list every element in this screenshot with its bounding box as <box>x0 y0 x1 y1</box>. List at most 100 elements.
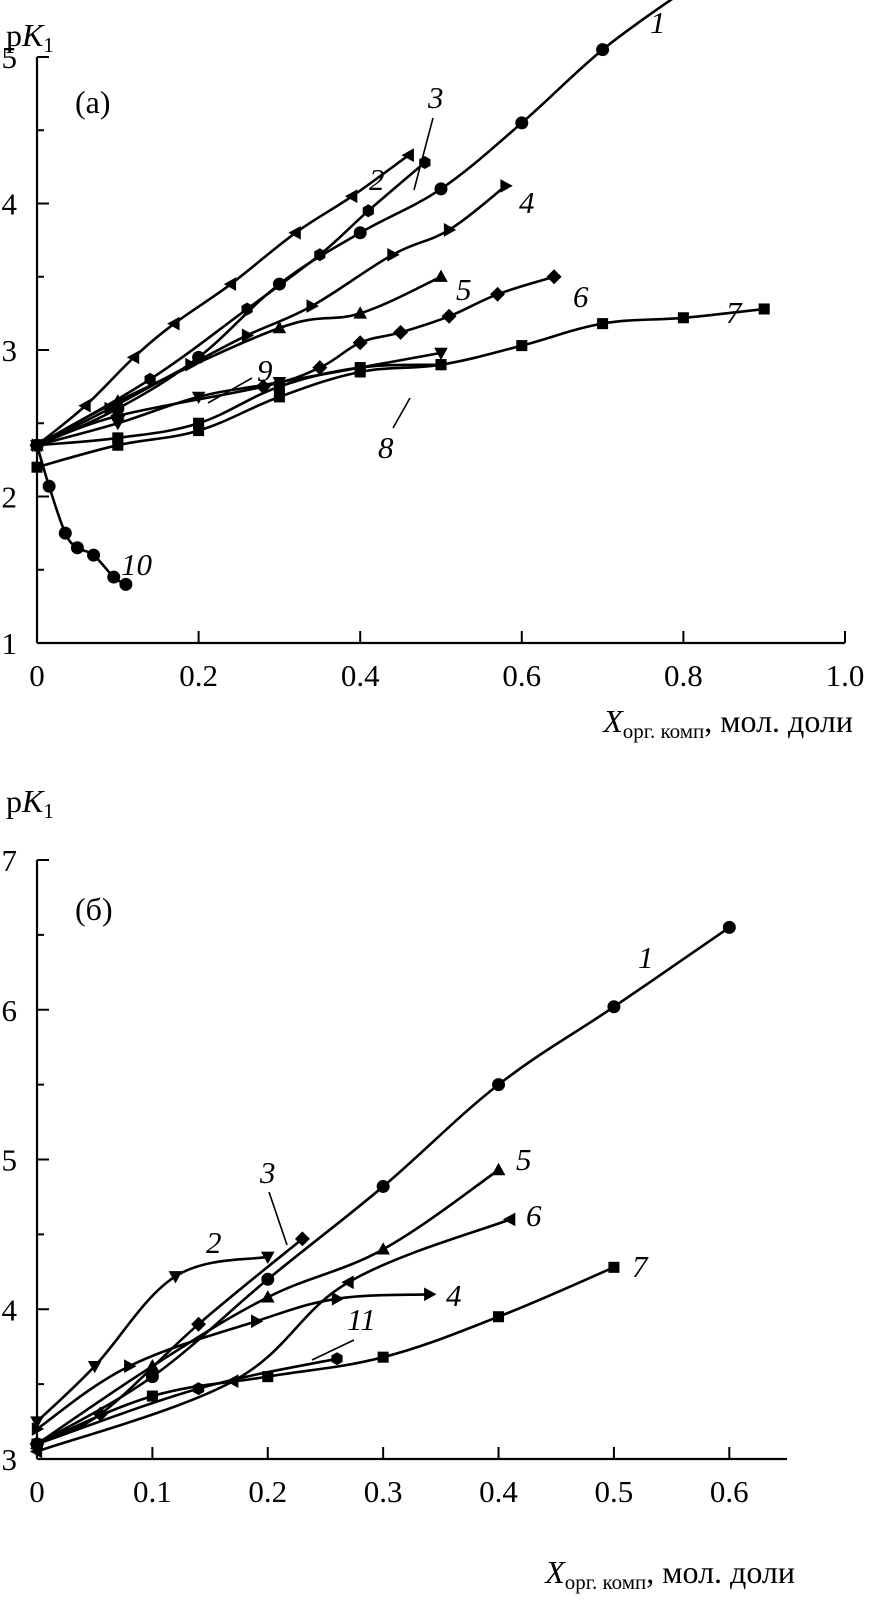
series-1: 1 <box>30 920 736 1451</box>
data-point-7 <box>31 461 43 473</box>
series-label-4: 4 <box>446 1278 462 1313</box>
series-label-8: 8 <box>378 430 394 465</box>
data-point-2 <box>288 226 301 240</box>
series-3: 3 <box>29 1155 310 1452</box>
series-line-1 <box>35 0 673 447</box>
data-point-6 <box>352 335 368 351</box>
x-tick-label: 0.5 <box>595 1474 634 1509</box>
data-point-1 <box>607 1000 621 1014</box>
data-point-1 <box>515 116 529 130</box>
series-line-5 <box>35 1168 500 1446</box>
data-point-2 <box>260 1251 275 1264</box>
y-axis-label: pK1 <box>6 17 54 57</box>
data-point-7 <box>516 340 528 352</box>
data-point-9 <box>191 391 206 404</box>
x-tick-label: 0.3 <box>364 1474 403 1509</box>
series-label-3: 3 <box>427 80 444 115</box>
data-point-5 <box>272 320 287 334</box>
x-tick-label: 0.8 <box>664 658 703 693</box>
x-tick-label: 0 <box>29 658 45 693</box>
data-point-7 <box>193 425 205 437</box>
data-point-3 <box>191 1316 206 1332</box>
data-point-5 <box>376 1242 390 1255</box>
series-4: 4 <box>31 179 535 453</box>
y-tick-label: 3 <box>2 333 18 368</box>
data-point-5 <box>434 269 448 282</box>
data-point-1 <box>722 920 736 934</box>
data-point-4 <box>31 1422 45 1436</box>
x-tick-label: 0.1 <box>133 1474 172 1509</box>
x-axis-label: Xорг. комп, мол. доли <box>543 1554 795 1594</box>
x-tick-label: 0.4 <box>479 1474 518 1509</box>
data-point-1 <box>492 1078 506 1092</box>
series-label-7: 7 <box>632 1249 649 1284</box>
data-point-1 <box>145 1370 159 1384</box>
panel-tag: (a) <box>75 84 111 120</box>
data-point-2 <box>167 316 180 331</box>
series-5: 5 <box>30 1142 532 1450</box>
series-label-6: 6 <box>526 1198 542 1233</box>
data-point-6 <box>502 1212 516 1227</box>
data-point-10 <box>87 548 101 562</box>
chart-panel-b: 3 4 5 6 7 0 0.1 0.2 0.3 0.4 0.5 0.6 pK1 Xорг. комп, м… <box>2 783 796 1594</box>
series-label-5: 5 <box>456 272 472 307</box>
series-label-5: 5 <box>516 1142 532 1177</box>
data-point-2 <box>87 1361 102 1374</box>
series-leader-3 <box>413 117 434 191</box>
series-label-1: 1 <box>638 940 654 975</box>
data-point-5 <box>491 1162 506 1176</box>
y-tick-label: 2 <box>2 480 18 515</box>
series-label-4: 4 <box>519 185 535 220</box>
data-point-2 <box>401 148 414 162</box>
x-tick-label: 1.0 <box>826 658 865 693</box>
data-point-3 <box>241 302 253 316</box>
data-point-4 <box>251 1314 264 1329</box>
x-tick-label: 0 <box>29 1474 45 1509</box>
data-point-1 <box>596 43 610 57</box>
x-axis-label: Xорг. комп, мол. доли <box>601 703 853 743</box>
series-label-2: 2 <box>206 1225 222 1260</box>
data-point-10 <box>119 577 133 591</box>
data-point-7 <box>597 318 609 330</box>
data-point-2 <box>168 1271 183 1284</box>
series-label-11: 11 <box>347 1302 376 1337</box>
series-leader-3 <box>268 1191 288 1246</box>
series-label-2: 2 <box>369 162 385 197</box>
series-1: 1 <box>30 0 673 452</box>
data-point-6 <box>393 324 409 340</box>
data-point-10 <box>107 570 121 584</box>
series-line-6 <box>35 275 556 447</box>
data-point-6 <box>490 286 505 302</box>
data-point-2 <box>126 350 140 365</box>
x-tick-label: 0.6 <box>710 1474 749 1509</box>
y-axis-label: pK1 <box>6 783 54 823</box>
series-label-7: 7 <box>726 295 743 330</box>
data-point-7 <box>493 1311 505 1323</box>
data-point-9 <box>434 347 448 361</box>
data-point-3 <box>294 1231 310 1247</box>
series-line-2 <box>35 1255 270 1423</box>
data-point-9 <box>272 377 287 390</box>
data-point-5 <box>145 1359 160 1372</box>
series-label-1: 1 <box>650 5 666 40</box>
x-tick-label: 0.2 <box>248 1474 287 1509</box>
series-line-2 <box>35 153 410 447</box>
series-6: 6 <box>29 269 589 453</box>
series-4: 4 <box>31 1278 462 1436</box>
data-point-10 <box>58 526 72 540</box>
data-point-9 <box>111 418 125 431</box>
series-7: 7 <box>31 1249 649 1450</box>
data-point-6 <box>546 269 562 285</box>
y-tick-label: 4 <box>2 1292 18 1327</box>
data-point-4 <box>241 328 255 343</box>
series-label-3: 3 <box>259 1155 276 1190</box>
series-2: 2 <box>30 1225 275 1429</box>
data-point-3 <box>314 248 326 262</box>
data-point-6 <box>110 408 126 424</box>
data-point-1 <box>434 182 448 196</box>
series-leader-9 <box>207 377 253 404</box>
series-label-10: 10 <box>121 547 153 582</box>
data-point-11 <box>31 1437 43 1451</box>
